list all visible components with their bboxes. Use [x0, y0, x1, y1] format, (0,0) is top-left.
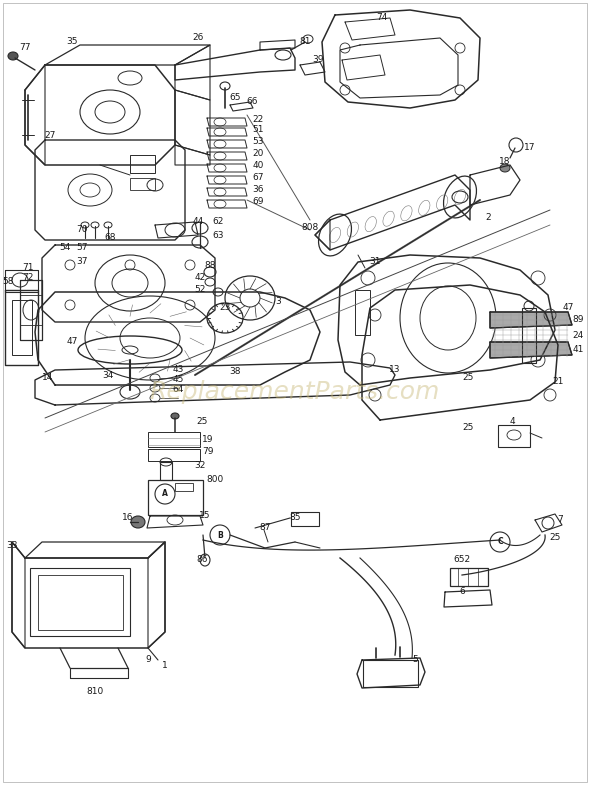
Text: 13: 13 [389, 366, 401, 374]
Text: ReplacementParts.com: ReplacementParts.com [150, 381, 440, 404]
Bar [160, 462, 172, 480]
Text: 24: 24 [572, 330, 584, 339]
Text: 22: 22 [253, 115, 264, 125]
Text: 16: 16 [122, 513, 134, 523]
Text: 66: 66 [246, 97, 258, 107]
Text: 54: 54 [60, 243, 71, 253]
Text: 34: 34 [102, 371, 114, 379]
Bar [148, 432, 200, 447]
Text: 25: 25 [549, 534, 560, 542]
Text: 652: 652 [454, 556, 471, 564]
Text: 3: 3 [275, 298, 281, 306]
Text: B: B [217, 531, 223, 539]
Text: 65: 65 [230, 93, 241, 103]
Text: 57: 57 [76, 243, 88, 253]
Bar [130, 178, 155, 190]
Text: 810: 810 [86, 688, 104, 696]
Bar [450, 568, 488, 586]
Bar [291, 512, 319, 526]
Text: 23: 23 [219, 304, 231, 312]
Text: C: C [497, 538, 503, 546]
Text: 9: 9 [145, 655, 151, 664]
Text: 40: 40 [253, 162, 264, 170]
Ellipse shape [8, 52, 18, 60]
Bar [363, 660, 418, 687]
Text: 69: 69 [253, 198, 264, 206]
Text: 20: 20 [253, 149, 264, 159]
Text: 5: 5 [412, 655, 418, 664]
Text: 86: 86 [196, 556, 208, 564]
Text: 51: 51 [253, 126, 264, 134]
Text: 70: 70 [76, 225, 88, 235]
Text: 72: 72 [22, 273, 34, 283]
Text: 4: 4 [509, 418, 515, 426]
Text: 47: 47 [66, 338, 78, 346]
Text: A: A [162, 490, 168, 498]
Text: 88: 88 [204, 261, 216, 269]
Bar [175, 483, 193, 491]
Bar [12, 300, 32, 355]
Bar [522, 308, 536, 363]
Text: 19: 19 [202, 436, 214, 444]
Bar [38, 575, 123, 630]
Text: 17: 17 [525, 144, 536, 152]
Text: 27: 27 [44, 130, 55, 140]
Ellipse shape [500, 164, 510, 172]
Text: 26: 26 [192, 34, 204, 42]
Bar [148, 449, 200, 461]
Ellipse shape [131, 516, 145, 528]
Bar [498, 425, 530, 447]
Text: 37: 37 [76, 257, 88, 266]
Text: 18: 18 [499, 158, 511, 166]
Text: 800: 800 [206, 476, 224, 484]
Text: 35: 35 [66, 38, 78, 46]
Text: 85: 85 [289, 513, 301, 523]
Text: 6: 6 [459, 587, 465, 597]
Text: 63: 63 [212, 231, 224, 239]
Text: 52: 52 [194, 286, 206, 294]
Text: 53: 53 [253, 137, 264, 147]
Text: 64: 64 [172, 385, 183, 395]
Text: 38: 38 [230, 367, 241, 377]
Text: 36: 36 [253, 185, 264, 195]
Text: 42: 42 [194, 273, 206, 283]
Text: 79: 79 [202, 447, 214, 457]
Text: 58: 58 [2, 278, 14, 287]
Text: 25: 25 [463, 374, 474, 382]
Text: 25: 25 [196, 418, 208, 426]
Text: 41: 41 [572, 345, 584, 355]
Bar [148, 480, 203, 515]
Text: 81: 81 [299, 38, 311, 46]
Text: 31: 31 [369, 257, 381, 266]
Ellipse shape [171, 413, 179, 419]
Text: 2: 2 [485, 214, 491, 222]
Text: 39: 39 [312, 56, 324, 64]
Text: 33: 33 [6, 541, 18, 550]
Text: 62: 62 [212, 217, 224, 227]
Text: 1: 1 [162, 660, 168, 670]
Text: 25: 25 [463, 423, 474, 433]
Text: 43: 43 [172, 366, 183, 374]
Text: 71: 71 [22, 264, 34, 272]
Polygon shape [490, 342, 572, 358]
Bar [355, 290, 370, 335]
Text: 67: 67 [253, 173, 264, 182]
Text: 7: 7 [557, 516, 563, 524]
Text: 45: 45 [172, 375, 183, 385]
Text: 14: 14 [42, 374, 54, 382]
Polygon shape [490, 312, 572, 328]
Text: 44: 44 [192, 217, 204, 227]
Text: 21: 21 [552, 378, 563, 386]
Text: 47: 47 [562, 304, 573, 312]
Text: 68: 68 [104, 233, 116, 243]
Text: 15: 15 [199, 510, 211, 520]
Bar [130, 155, 155, 173]
Text: 89: 89 [572, 316, 584, 324]
Text: 87: 87 [259, 524, 271, 532]
Text: 808: 808 [301, 224, 319, 232]
Text: 32: 32 [194, 461, 206, 469]
Text: 77: 77 [19, 43, 31, 53]
Text: 74: 74 [376, 13, 388, 23]
Bar [30, 568, 130, 636]
